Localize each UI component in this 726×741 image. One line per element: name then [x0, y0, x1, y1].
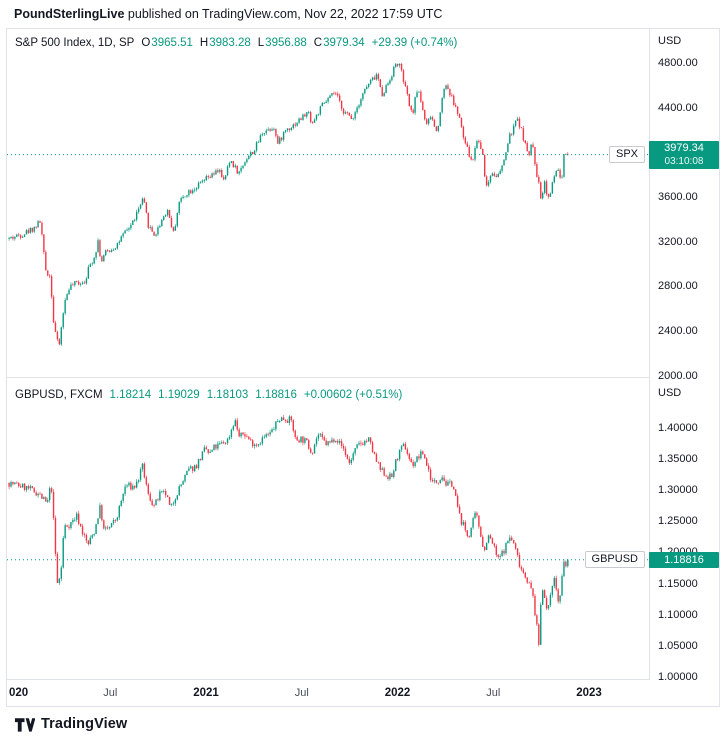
gbpusd-last-price-badge: 1.18816: [649, 551, 719, 568]
ohlc-key: L: [257, 37, 265, 49]
sp500-candlestick-panel[interactable]: [7, 29, 649, 377]
chart-frame: S&P 500 Index, 1D, SP O3965.51 H3983.28 L39…: [6, 28, 720, 707]
time-axis[interactable]: 020 Jul 2021 Jul 2022 Jul 2023: [7, 680, 649, 706]
attribution-author: PoundSterlingLive: [14, 7, 125, 21]
down-candle-wicks: [12, 62, 569, 346]
time-axis-label: Jul: [294, 687, 309, 699]
price-axis-label: 1.00000: [650, 669, 719, 684]
ohlc-value: 3965.51: [151, 37, 193, 49]
down-candle-wicks: [8, 415, 567, 647]
time-axis-label: Jul: [486, 687, 501, 699]
price-axis-label: 4400.00: [650, 100, 719, 115]
gbpusd-legend-title[interactable]: GBPUSD, FXCM: [15, 389, 103, 401]
spx-last-price-badge: 3979.34 03:10:08: [649, 140, 719, 169]
sp500-change: +29.39 (+0.74%): [371, 37, 458, 49]
down-candle-bodies: [12, 63, 569, 345]
attribution-bar: PoundSterlingLive published on TradingVi…: [14, 7, 442, 21]
tradingview-wordmark[interactable]: TradingView: [41, 716, 128, 732]
time-axis-label: 2023: [576, 687, 602, 699]
tradingview-logo-icon[interactable]: [14, 715, 35, 733]
up-candle-wicks: [10, 415, 569, 646]
price-axis-label: 1.30000: [650, 483, 719, 498]
price-axis-label: 1.10000: [650, 607, 719, 622]
price-axis-label: 2800.00: [650, 279, 719, 294]
gbpusd-symbol-flag: GBPUSD: [584, 551, 645, 569]
price-axis-label: 1.15000: [650, 576, 719, 591]
price-axis-label: 3600.00: [650, 190, 719, 204]
ohlc-value: 3956.88: [265, 37, 307, 49]
ohlc-key: O: [141, 37, 151, 49]
ohlc-value: 1.18214: [109, 389, 152, 401]
price-axis-label: 1.35000: [650, 452, 719, 467]
gbpusd-ohlc-values: 1.18214 1.19029 1.18103 1.18816: [103, 389, 297, 401]
sp500-ohlc-values: O3965.51 H3983.28 L3956.88 C3979.34: [134, 37, 364, 49]
time-axis-label: Jul: [103, 687, 118, 699]
up-candle-wicks: [8, 62, 567, 346]
ohlc-value: 1.19029: [158, 389, 200, 401]
down-candle-bodies: [8, 416, 567, 645]
price-axis-label: 2000.00: [650, 368, 719, 383]
time-axis-label: 020: [9, 687, 29, 699]
ohlc-key: C: [313, 37, 323, 49]
sp500-legend: S&P 500 Index, 1D, SP O3965.51 H3983.28 L39…: [15, 37, 457, 49]
sp500-currency-label: USD: [658, 35, 682, 47]
panel-divider[interactable]: [7, 377, 719, 378]
ohlc-value: 3983.28: [209, 37, 251, 49]
time-axis-label: 2022: [384, 687, 411, 699]
up-candle-bodies: [10, 416, 569, 645]
gbpusd-change: +0.00602 (+0.51%): [303, 389, 403, 401]
ohlc-key: H: [199, 37, 209, 49]
price-axis-label: 2400.00: [650, 324, 719, 339]
time-axis-divider: [7, 679, 719, 680]
price-axis[interactable]: USD USD 4800.004400.004000.003600.003200…: [650, 29, 719, 684]
ohlc-value: 3979.34: [323, 37, 365, 49]
up-candle-bodies: [8, 63, 567, 345]
sp500-legend-title[interactable]: S&P 500 Index, 1D, SP: [15, 37, 135, 49]
price-axis-divider: [649, 29, 650, 679]
gbpusd-candlestick-panel[interactable]: [7, 377, 649, 679]
gbpusd-legend: GBPUSD, FXCM 1.18214 1.19029 1.18103 1.18816…: [15, 389, 402, 401]
ohlc-value: 1.18103: [206, 389, 249, 401]
spx-symbol-flag: SPX: [608, 146, 645, 164]
footer: TradingView: [14, 715, 127, 733]
price-axis-label: 1.25000: [650, 514, 719, 529]
time-axis-label: 2021: [193, 687, 219, 699]
spx-bar-countdown: 03:10:08: [664, 155, 704, 167]
attribution-text: published on TradingView.com, Nov 22, 20…: [124, 7, 443, 21]
price-axis-label: 4800.00: [650, 56, 719, 70]
price-axis-label: 3200.00: [650, 234, 719, 249]
price-axis-label: 1.05000: [650, 638, 719, 653]
spx-last-price: 3979.34: [664, 141, 704, 154]
ohlc-value: 1.18816: [255, 389, 297, 401]
price-axis-label: 1.40000: [650, 421, 719, 435]
gbpusd-currency-label: USD: [658, 387, 682, 399]
